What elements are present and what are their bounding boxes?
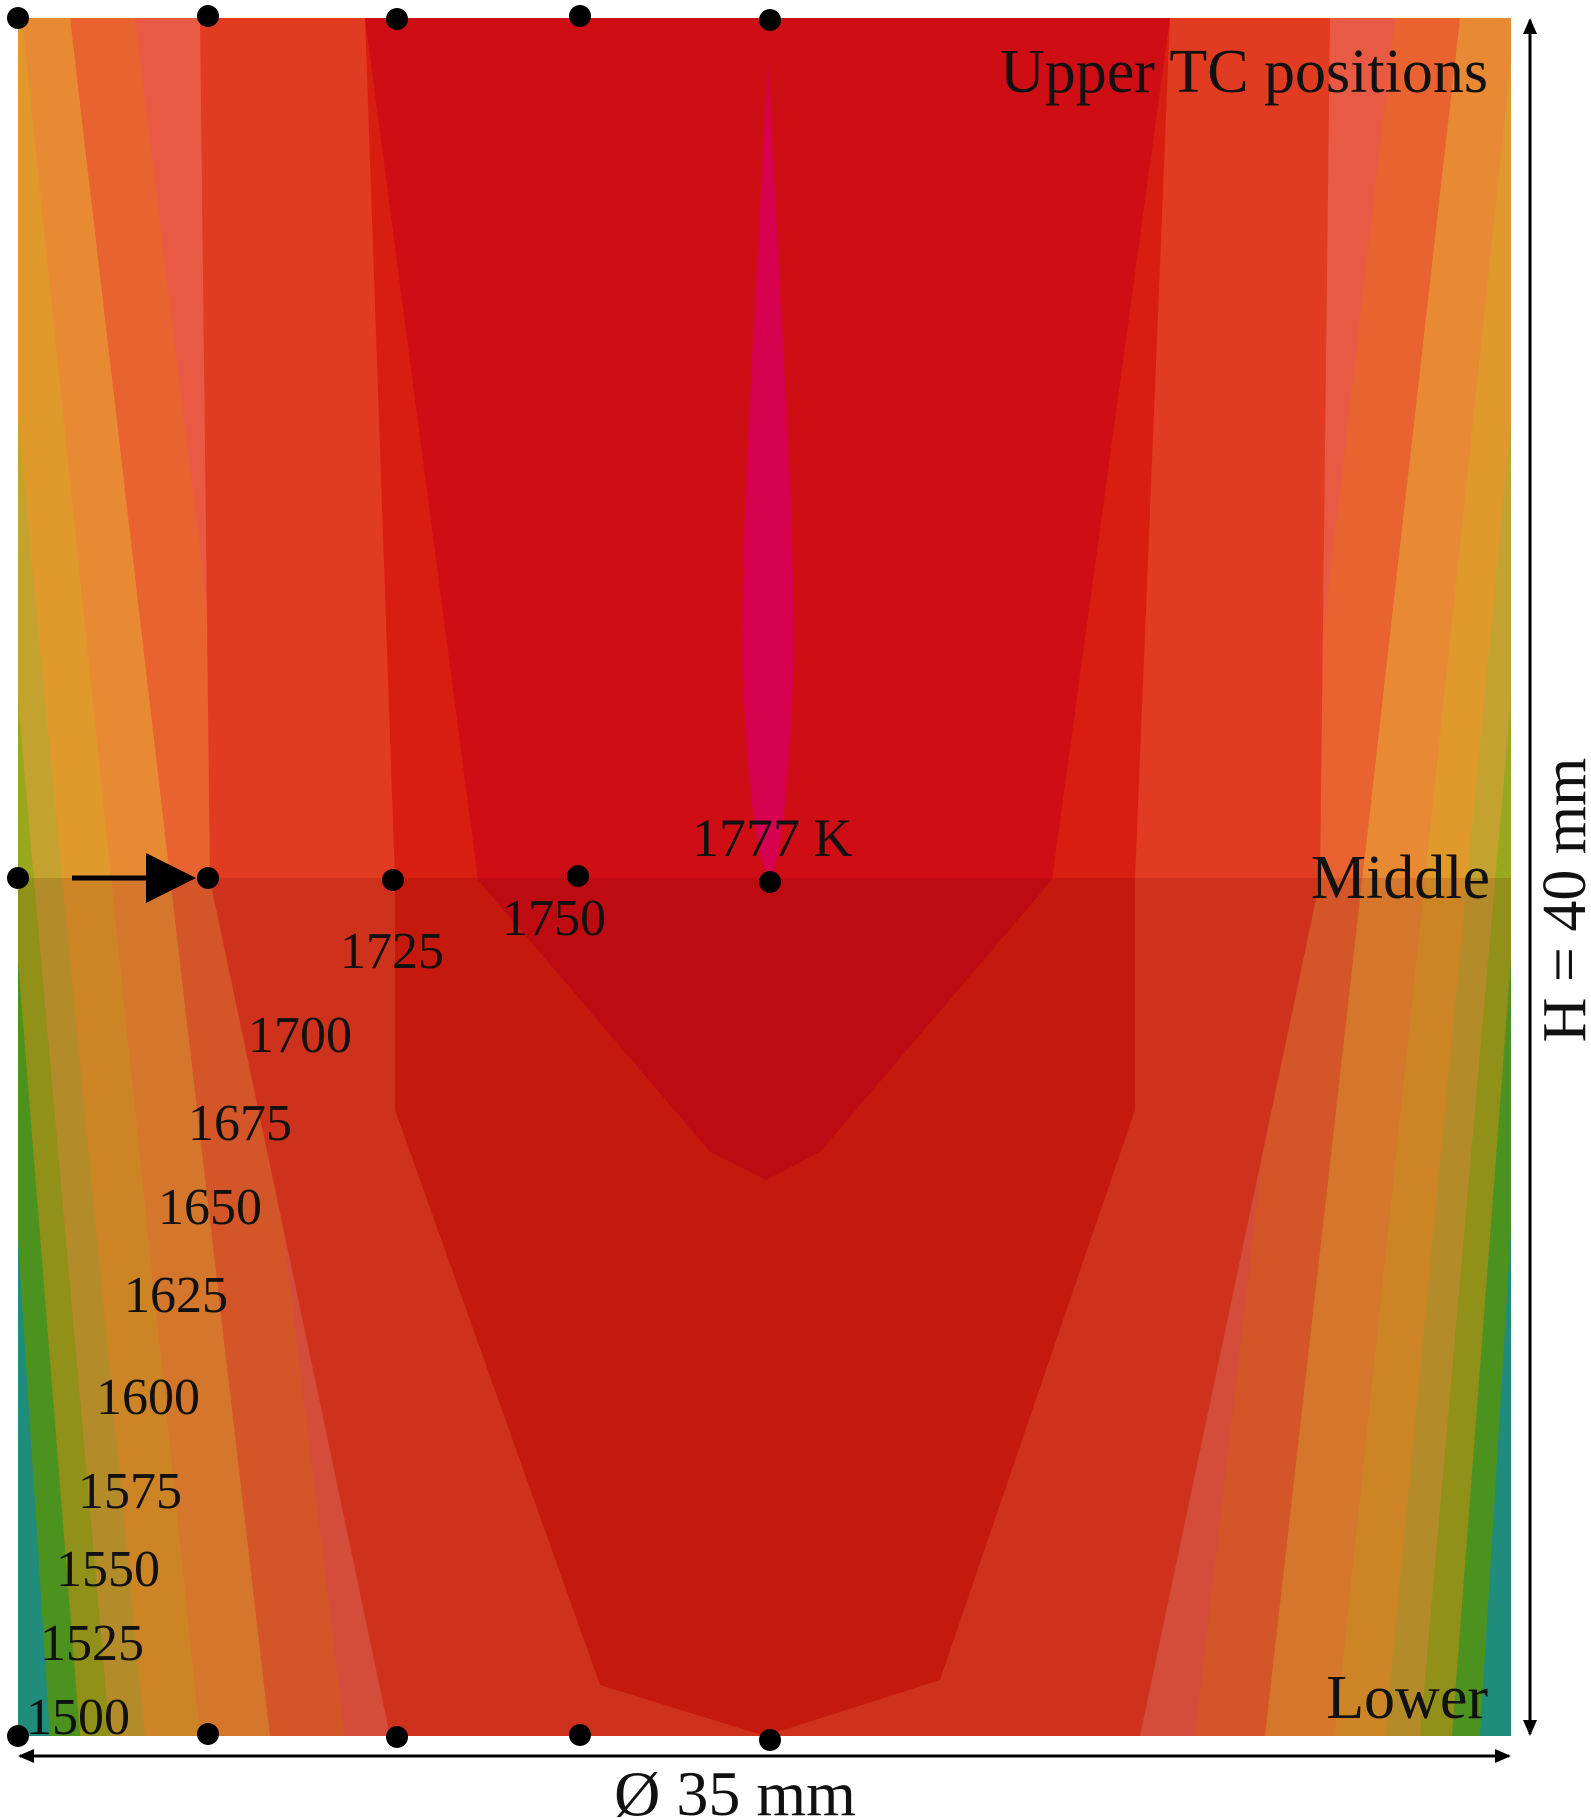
thermocouple-upper-5: [759, 9, 781, 31]
peak-temperature-label: 1777 K: [692, 808, 853, 868]
isotherm-label-1625: 1625: [124, 1267, 228, 1324]
isotherm-label-1750: 1750: [502, 890, 606, 947]
lower-row-label: Lower: [1326, 1664, 1488, 1732]
isotherm-label-1700: 1700: [248, 1007, 352, 1064]
isotherm-labels: 1750 1725 1700 1675 1650 1625 1600 1575 …: [26, 890, 606, 1746]
diameter-label: Ø 35 mm: [614, 1758, 856, 1819]
thermocouple-upper-4: [569, 5, 591, 27]
diameter-dimension: Ø 35 mm: [18, 1749, 1511, 1819]
isotherm-label-1575: 1575: [78, 1463, 182, 1520]
isotherm-label-1650: 1650: [158, 1179, 262, 1236]
isotherm-label-1550: 1550: [56, 1541, 160, 1598]
thermocouple-lower-5: [759, 1729, 781, 1751]
isotherm-band-1777-core: [742, 60, 794, 880]
height-label: H = 40 mm: [1531, 758, 1591, 1043]
thermocouple-lower-2: [197, 1723, 219, 1745]
height-dimension: H = 40 mm: [1523, 18, 1591, 1736]
thermocouple-lower-3: [386, 1726, 408, 1748]
middle-row-label: Middle: [1311, 844, 1490, 912]
thermocouple-middle-4: [567, 865, 589, 887]
thermocouple-upper-2: [197, 5, 219, 27]
height-arrow-bottom: [1523, 1720, 1537, 1736]
thermocouple-middle-1: [7, 867, 29, 889]
diameter-arrow-left: [18, 1749, 34, 1763]
thermocouple-middle-2: [197, 867, 219, 889]
thermocouple-lower-1: [7, 1725, 29, 1747]
isotherm-label-1525: 1525: [40, 1615, 144, 1672]
isotherm-label-1675: 1675: [188, 1095, 292, 1152]
thermocouple-upper-1: [7, 7, 29, 29]
upper-tc-title: Upper TC positions: [1000, 38, 1488, 106]
isotherm-bands: [18, 18, 1511, 1736]
thermocouple-middle-5: [759, 871, 781, 893]
thermocouple-upper-3: [386, 8, 408, 30]
isotherm-label-1500: 1500: [26, 1689, 130, 1746]
isotherm-label-1725: 1725: [340, 923, 444, 980]
thermocouple-points: [7, 5, 781, 1751]
thermocouple-lower-4: [569, 1724, 591, 1746]
lower-half-shading: [18, 878, 1511, 1736]
height-arrow-top: [1523, 18, 1537, 34]
diameter-arrow-right: [1495, 1749, 1511, 1763]
isotherm-label-1600: 1600: [96, 1369, 200, 1426]
thermocouple-middle-3: [382, 869, 404, 891]
